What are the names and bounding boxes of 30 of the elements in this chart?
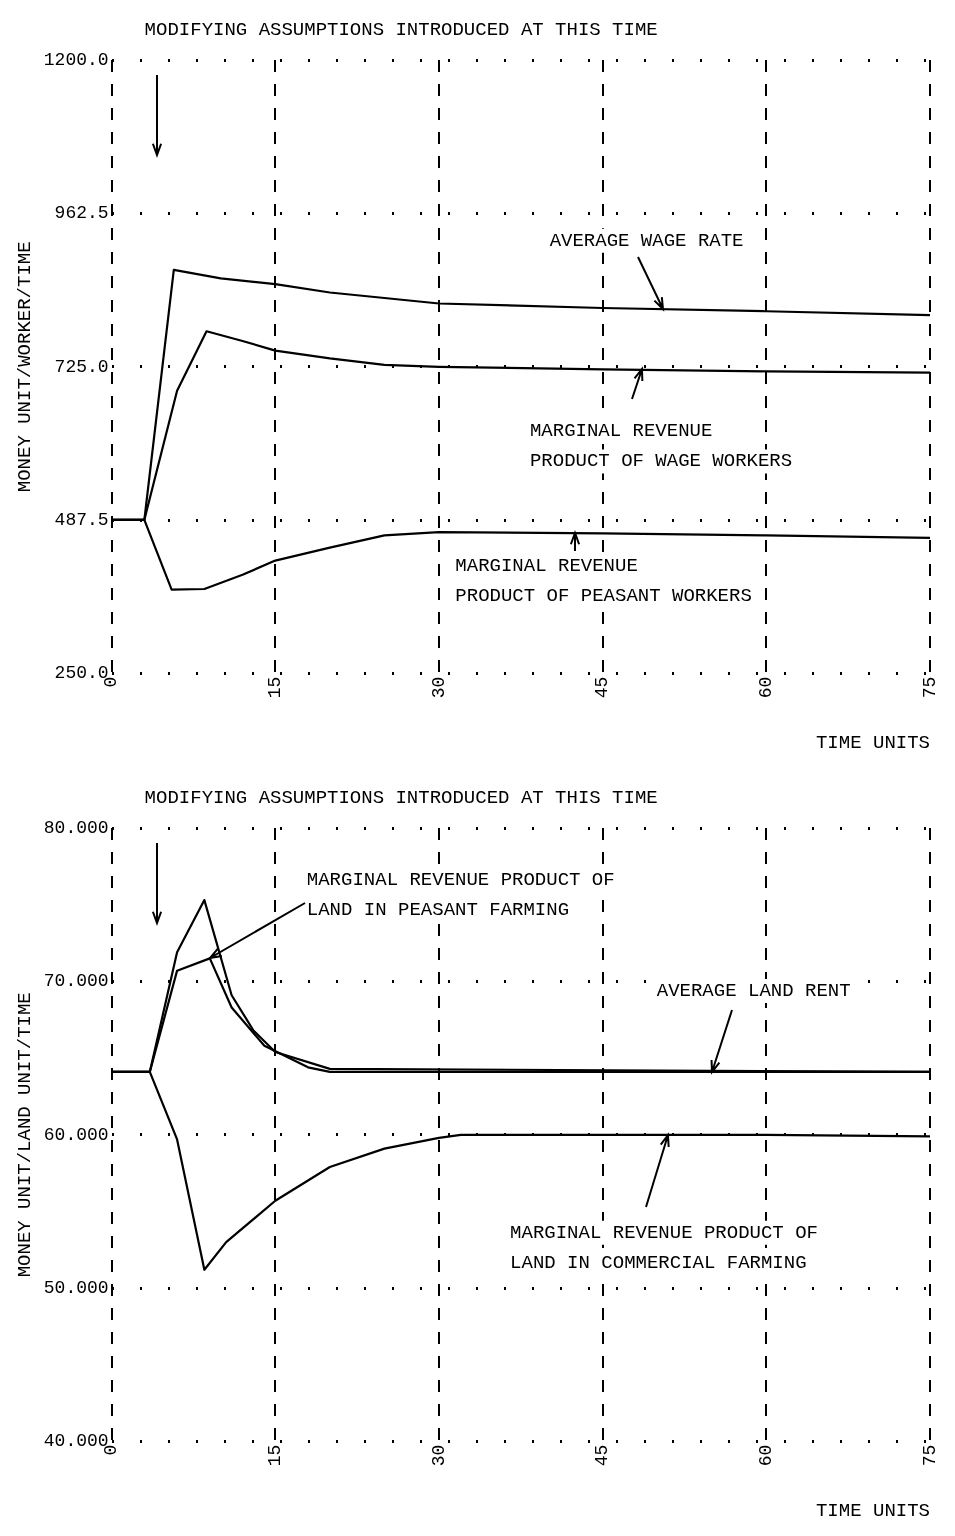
y-tick-label: 725.0: [54, 356, 109, 377]
annotation: MARGINAL REVENUE PRODUCT OF LAND IN PEASANT FARMING: [306, 869, 615, 922]
x-tick-label: 60: [756, 1444, 777, 1467]
y-tick-label: 962.5: [54, 203, 109, 224]
x-tick-label: 45: [592, 676, 613, 699]
annotation: MARGINAL REVENUE PRODUCT OF LAND IN COMMERCIAL FARMING: [510, 1221, 818, 1274]
annotation: MARGINAL REVENUE PRODUCT OF WAGE WORKERS: [529, 420, 793, 473]
text: MODIFYING ASSUMPTIONS INTRODUCED AT THIS TIME: [144, 787, 658, 810]
y-tick-label: 487.5: [54, 509, 109, 530]
y-tick-label: 70.000: [43, 971, 109, 992]
y-tick-label: 60.000: [43, 1124, 109, 1145]
y-tick-label: 80.000: [43, 817, 109, 838]
x-tick-label: 45: [592, 1444, 613, 1467]
x-axis-title: TIME UNITS: [815, 731, 930, 754]
annotation: AVERAGE WAGE RATE: [549, 229, 744, 252]
x-tick-label: 75: [919, 676, 940, 699]
x-tick-label: 30: [428, 1444, 449, 1467]
x-tick-label: 30: [428, 676, 449, 699]
y-axis-title: MONEY UNIT/WORKER/TIME: [14, 241, 37, 493]
annotation: AVERAGE LAND RENT: [656, 979, 851, 1002]
x-tick-label: 75: [919, 1444, 940, 1467]
x-tick-label: 15: [265, 676, 286, 699]
x-tick-label: 60: [756, 676, 777, 699]
x-axis-title: TIME UNITS: [815, 1499, 930, 1522]
y-tick-label: 1200.0: [43, 49, 109, 70]
x-tick-label: 15: [265, 1444, 286, 1467]
y-axis-title: MONEY UNIT/LAND UNIT/TIME: [14, 992, 37, 1278]
text: MODIFYING ASSUMPTIONS INTRODUCED AT THIS TIME: [144, 19, 658, 42]
y-tick-label: 50.000: [43, 1277, 109, 1298]
annotation: MARGINAL REVENUE PRODUCT OF PEASANT WORKERS: [455, 555, 752, 608]
